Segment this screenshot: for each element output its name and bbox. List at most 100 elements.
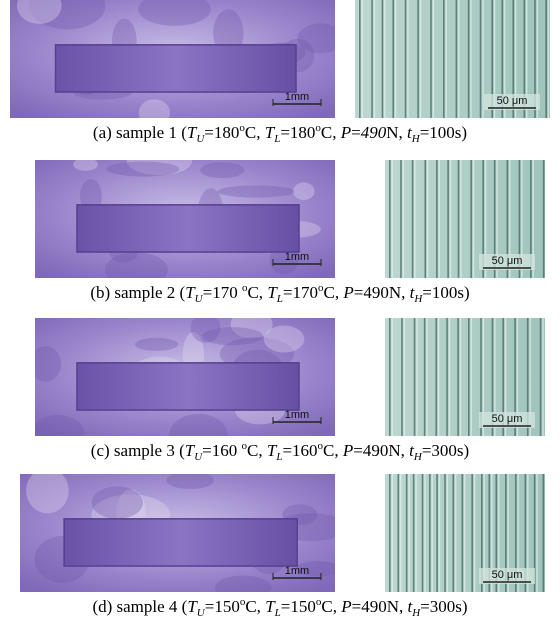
scale-label: 50 μm <box>492 255 523 267</box>
stripe-highlight <box>391 160 393 278</box>
caption-text: U <box>194 451 203 463</box>
caption-text: C, <box>320 123 341 142</box>
texture <box>138 0 211 26</box>
stripe-highlight <box>460 160 462 278</box>
stripe <box>411 160 414 278</box>
scale-label: 1mm <box>285 565 309 577</box>
stripe <box>423 318 426 436</box>
caption-text: = <box>351 123 361 142</box>
stripe <box>505 474 507 592</box>
stripe-highlight <box>391 318 393 436</box>
caption: (d) sample 4 (TU=150oC, TL=150oC, P=490N… <box>0 596 560 619</box>
caption-text: o <box>315 122 321 134</box>
stripe <box>493 160 496 278</box>
texture <box>138 99 171 118</box>
caption-text: =150 <box>204 597 240 616</box>
caption-text: =490N, <box>353 441 410 460</box>
stripe-highlight <box>463 474 466 592</box>
sample-strip <box>54 44 297 93</box>
stripe <box>480 318 482 436</box>
caption-text: (a) sample 1 ( <box>92 123 187 142</box>
stripe-highlight <box>470 318 472 436</box>
stripe <box>397 474 400 592</box>
texture <box>166 474 215 490</box>
stripe <box>545 0 547 118</box>
caption-text: (b) sample 2 ( <box>90 283 186 302</box>
caption-text: N, <box>386 123 408 142</box>
caption-text: P <box>343 283 354 302</box>
micrograph: 1mm <box>20 474 335 592</box>
scale-label: 50 μm <box>492 413 523 425</box>
caption-text: T <box>185 283 195 302</box>
stripe <box>501 0 504 118</box>
caption: (b) sample 2 (TU=170 oC, TL=170oC, P=490… <box>0 282 560 305</box>
sample-strip <box>76 204 300 253</box>
stripe <box>539 318 542 436</box>
stripe-highlight <box>547 0 550 118</box>
caption-text: o <box>317 440 324 452</box>
stripe <box>392 0 395 118</box>
caption-text: H <box>412 607 421 619</box>
stripe <box>533 474 536 592</box>
stripe <box>514 318 516 436</box>
stripe-highlight <box>484 160 487 278</box>
stripe-highlight <box>445 0 447 118</box>
stripe-highlight <box>494 318 496 436</box>
stripe-highlight <box>399 474 402 592</box>
caption-text: T <box>186 123 197 142</box>
stripe <box>482 160 484 278</box>
stripe <box>371 0 373 118</box>
caption-text: =490N, <box>351 597 408 616</box>
micrograph: 50 μm <box>385 474 545 592</box>
stripe-highlight <box>491 474 493 592</box>
caption-text: o <box>239 122 245 134</box>
caption-text: =170 <box>202 283 242 302</box>
stripe-highlight <box>446 474 449 592</box>
stripe-highlight <box>472 160 475 278</box>
caption-text: =100s) <box>419 123 468 142</box>
caption-text: T <box>265 597 275 616</box>
stripe-highlight <box>536 474 538 592</box>
stripe-highlight <box>498 474 500 592</box>
stripe-highlight <box>503 0 506 118</box>
stripe <box>502 318 504 436</box>
caption-text: P <box>341 597 352 616</box>
stripe <box>455 0 458 118</box>
caption-text: (c) sample 3 ( <box>90 441 185 460</box>
texture <box>297 23 335 54</box>
caption-text: t <box>407 597 413 616</box>
caption-text: P <box>342 441 354 460</box>
scale-label: 1mm <box>285 251 309 263</box>
sample-strip <box>63 518 298 567</box>
stripe-highlight <box>516 318 519 436</box>
stripe-highlight <box>526 0 528 118</box>
micrograph: 50 μm <box>355 0 550 118</box>
stripe-highlight <box>542 318 544 436</box>
caption-text: (d) sample 4 ( <box>92 597 188 616</box>
caption-text: t <box>409 283 415 302</box>
caption-text: L <box>274 607 281 619</box>
stripe <box>479 0 482 118</box>
stripe <box>389 160 391 278</box>
stripe <box>488 474 491 592</box>
stripe <box>436 160 438 278</box>
stripe <box>518 160 521 278</box>
caption-text: C, <box>247 283 268 302</box>
stripe <box>429 474 431 592</box>
stripe-highlight <box>426 318 428 436</box>
stripe-highlight <box>536 0 539 118</box>
caption-text: o <box>315 596 322 608</box>
stripe-highlight <box>458 0 460 118</box>
stripe <box>405 474 408 592</box>
stripe-highlight <box>437 318 440 436</box>
stripe-highlight <box>391 474 393 592</box>
stripe <box>471 474 473 592</box>
texture <box>29 0 106 30</box>
stripe-highlight <box>426 160 429 278</box>
stripe <box>401 318 403 436</box>
stripe-highlight <box>373 0 376 118</box>
caption-text: U <box>196 607 205 619</box>
caption-text: =160 <box>282 441 318 460</box>
stripe <box>413 318 416 436</box>
scale-label: 50 μm <box>497 95 528 107</box>
